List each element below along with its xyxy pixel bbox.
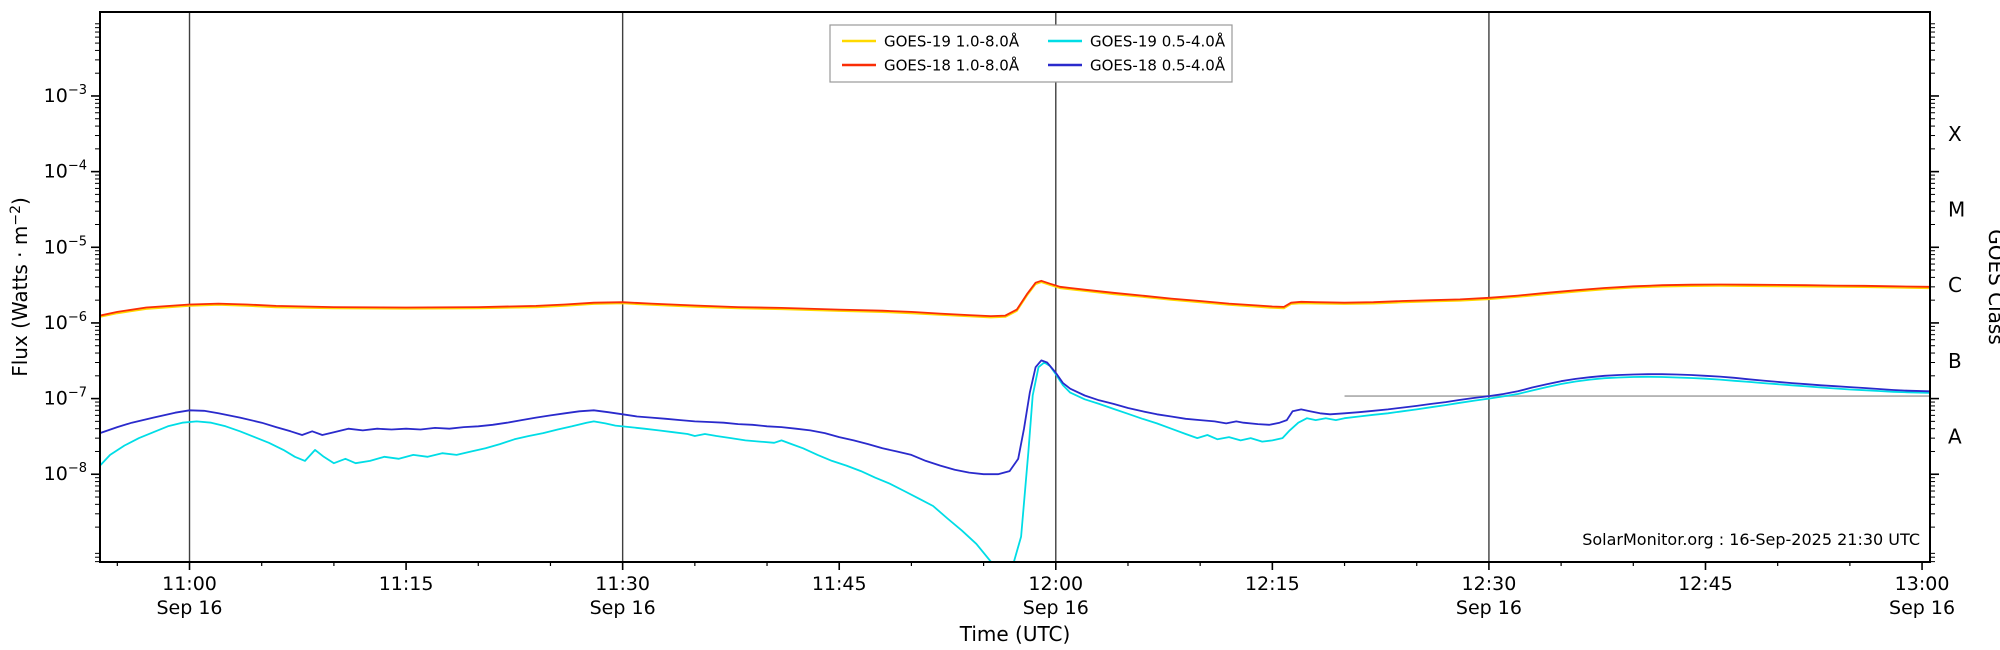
- x-tick-label: 11:30: [595, 573, 650, 595]
- goes-class-label-b: B: [1948, 349, 1962, 373]
- legend-label-goes-18-0-5-4-0: GOES-18 0.5-4.0Å: [1090, 56, 1226, 75]
- y-tick-label: 10−7: [44, 386, 87, 410]
- x-tick-label: 12:30: [1462, 573, 1517, 595]
- y-tick-label: 10−4: [44, 159, 87, 183]
- y-tick-label: 10−3: [44, 83, 87, 107]
- x-tick-label: 13:00: [1895, 573, 1950, 595]
- legend-label-goes-19-0-5-4-0: GOES-19 0.5-4.0Å: [1090, 32, 1226, 51]
- goes-class-label-c: C: [1948, 273, 1962, 297]
- x-tick-label: 11:45: [812, 573, 867, 595]
- x-axis-title: Time (UTC): [959, 622, 1071, 646]
- goes-class-label-m: M: [1948, 197, 1965, 221]
- series-line-goes-19-0-5-4-0: [100, 361, 1930, 562]
- x-tick-label: 11:00: [162, 573, 217, 595]
- series-line-goes-18-0-5-4-0: [100, 359, 1930, 476]
- x-tick-label: 12:15: [1245, 573, 1300, 595]
- y-tick-label: 10−6: [44, 310, 87, 334]
- goes-class-label-x: X: [1948, 122, 1962, 146]
- x-tick-label: 11:15: [379, 573, 434, 595]
- legend-label-goes-19-1-0-8-0: GOES-19 1.0-8.0Å: [884, 32, 1020, 51]
- x-tick-label: 12:45: [1678, 573, 1733, 595]
- x-tick-date-label: Sep 16: [1456, 597, 1522, 619]
- legend-label-goes-18-1-0-8-0: GOES-18 1.0-8.0Å: [884, 56, 1020, 75]
- goes-class-label-a: A: [1948, 424, 1962, 448]
- watermark-text: SolarMonitor.org : 16-Sep-2025 21:30 UTC: [1582, 530, 1920, 549]
- series-group: [100, 279, 1930, 562]
- x-tick-date-label: Sep 16: [1889, 597, 1955, 619]
- x-tick-date-label: Sep 16: [590, 597, 656, 619]
- series-line-goes-18-1-0-8-0: [100, 279, 1930, 318]
- x-tick-date-label: Sep 16: [156, 597, 222, 619]
- right-axis-title: GOES Class: [1984, 229, 2000, 345]
- legend-box: [829, 24, 1233, 83]
- x-tick-label: 12:00: [1028, 573, 1083, 595]
- x-tick-date-label: Sep 16: [1023, 597, 1089, 619]
- series-line-goes-19-1-0-8-0: [100, 281, 1930, 319]
- y-tick-label: 10−8: [44, 461, 87, 485]
- y-tick-label: 10−5: [44, 234, 87, 258]
- y-axis-title: Flux (Watts · m−2): [8, 197, 32, 377]
